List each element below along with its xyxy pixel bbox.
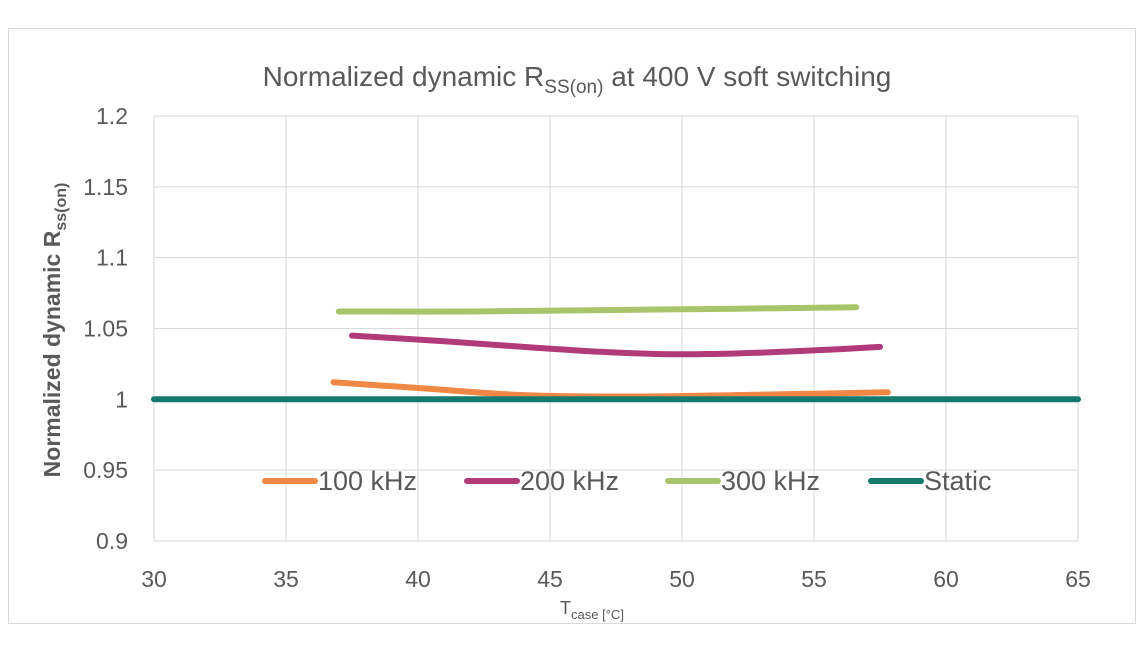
series-line-200-khz [349,332,883,358]
chart-frame [8,28,1136,624]
y-tick-label: 1 [115,386,128,412]
x-tick-label: 30 [141,566,167,592]
legend: 100 kHz 200 kHz 300 kHz Static [262,466,992,496]
y-tick-label: 1.1 [96,245,128,271]
x-tick-label: 45 [537,566,563,592]
x-axis-ticks: 30 35 40 45 50 55 60 65 [141,566,1091,592]
y-tick-label: 1.2 [96,103,128,129]
x-tick-label: 50 [669,566,695,592]
series-lines [151,304,1081,403]
y-tick-label: 0.95 [83,457,128,483]
x-tick-label: 55 [801,566,827,592]
series-line-100-khz [330,379,891,400]
series-line-300-khz [335,304,860,315]
chart-title: Normalized dynamic RSS(on) at 400 V soft… [263,61,892,98]
y-tick-label: 1.05 [83,316,128,342]
legend-label-200-khz: 200 kHz [520,466,619,496]
legend-label-static: Static [924,466,992,496]
x-tick-label: 60 [933,566,959,592]
x-tick-label: 65 [1065,566,1091,592]
gridlines [153,115,1079,542]
x-tick-label: 35 [273,566,299,592]
x-tick-label: 40 [405,566,431,592]
legend-label-100-khz: 100 kHz [318,466,417,496]
legend-label-300-khz: 300 kHz [721,466,820,496]
x-axis-title: Tcase [°C] [560,598,624,622]
y-tick-label: 1.15 [83,174,128,200]
y-axis-title: Normalized dynamic Rss(on) [39,183,70,478]
y-axis-ticks: 0.9 0.95 1 1.05 1.1 1.15 1.2 [83,103,128,554]
y-tick-label: 0.9 [96,528,128,554]
